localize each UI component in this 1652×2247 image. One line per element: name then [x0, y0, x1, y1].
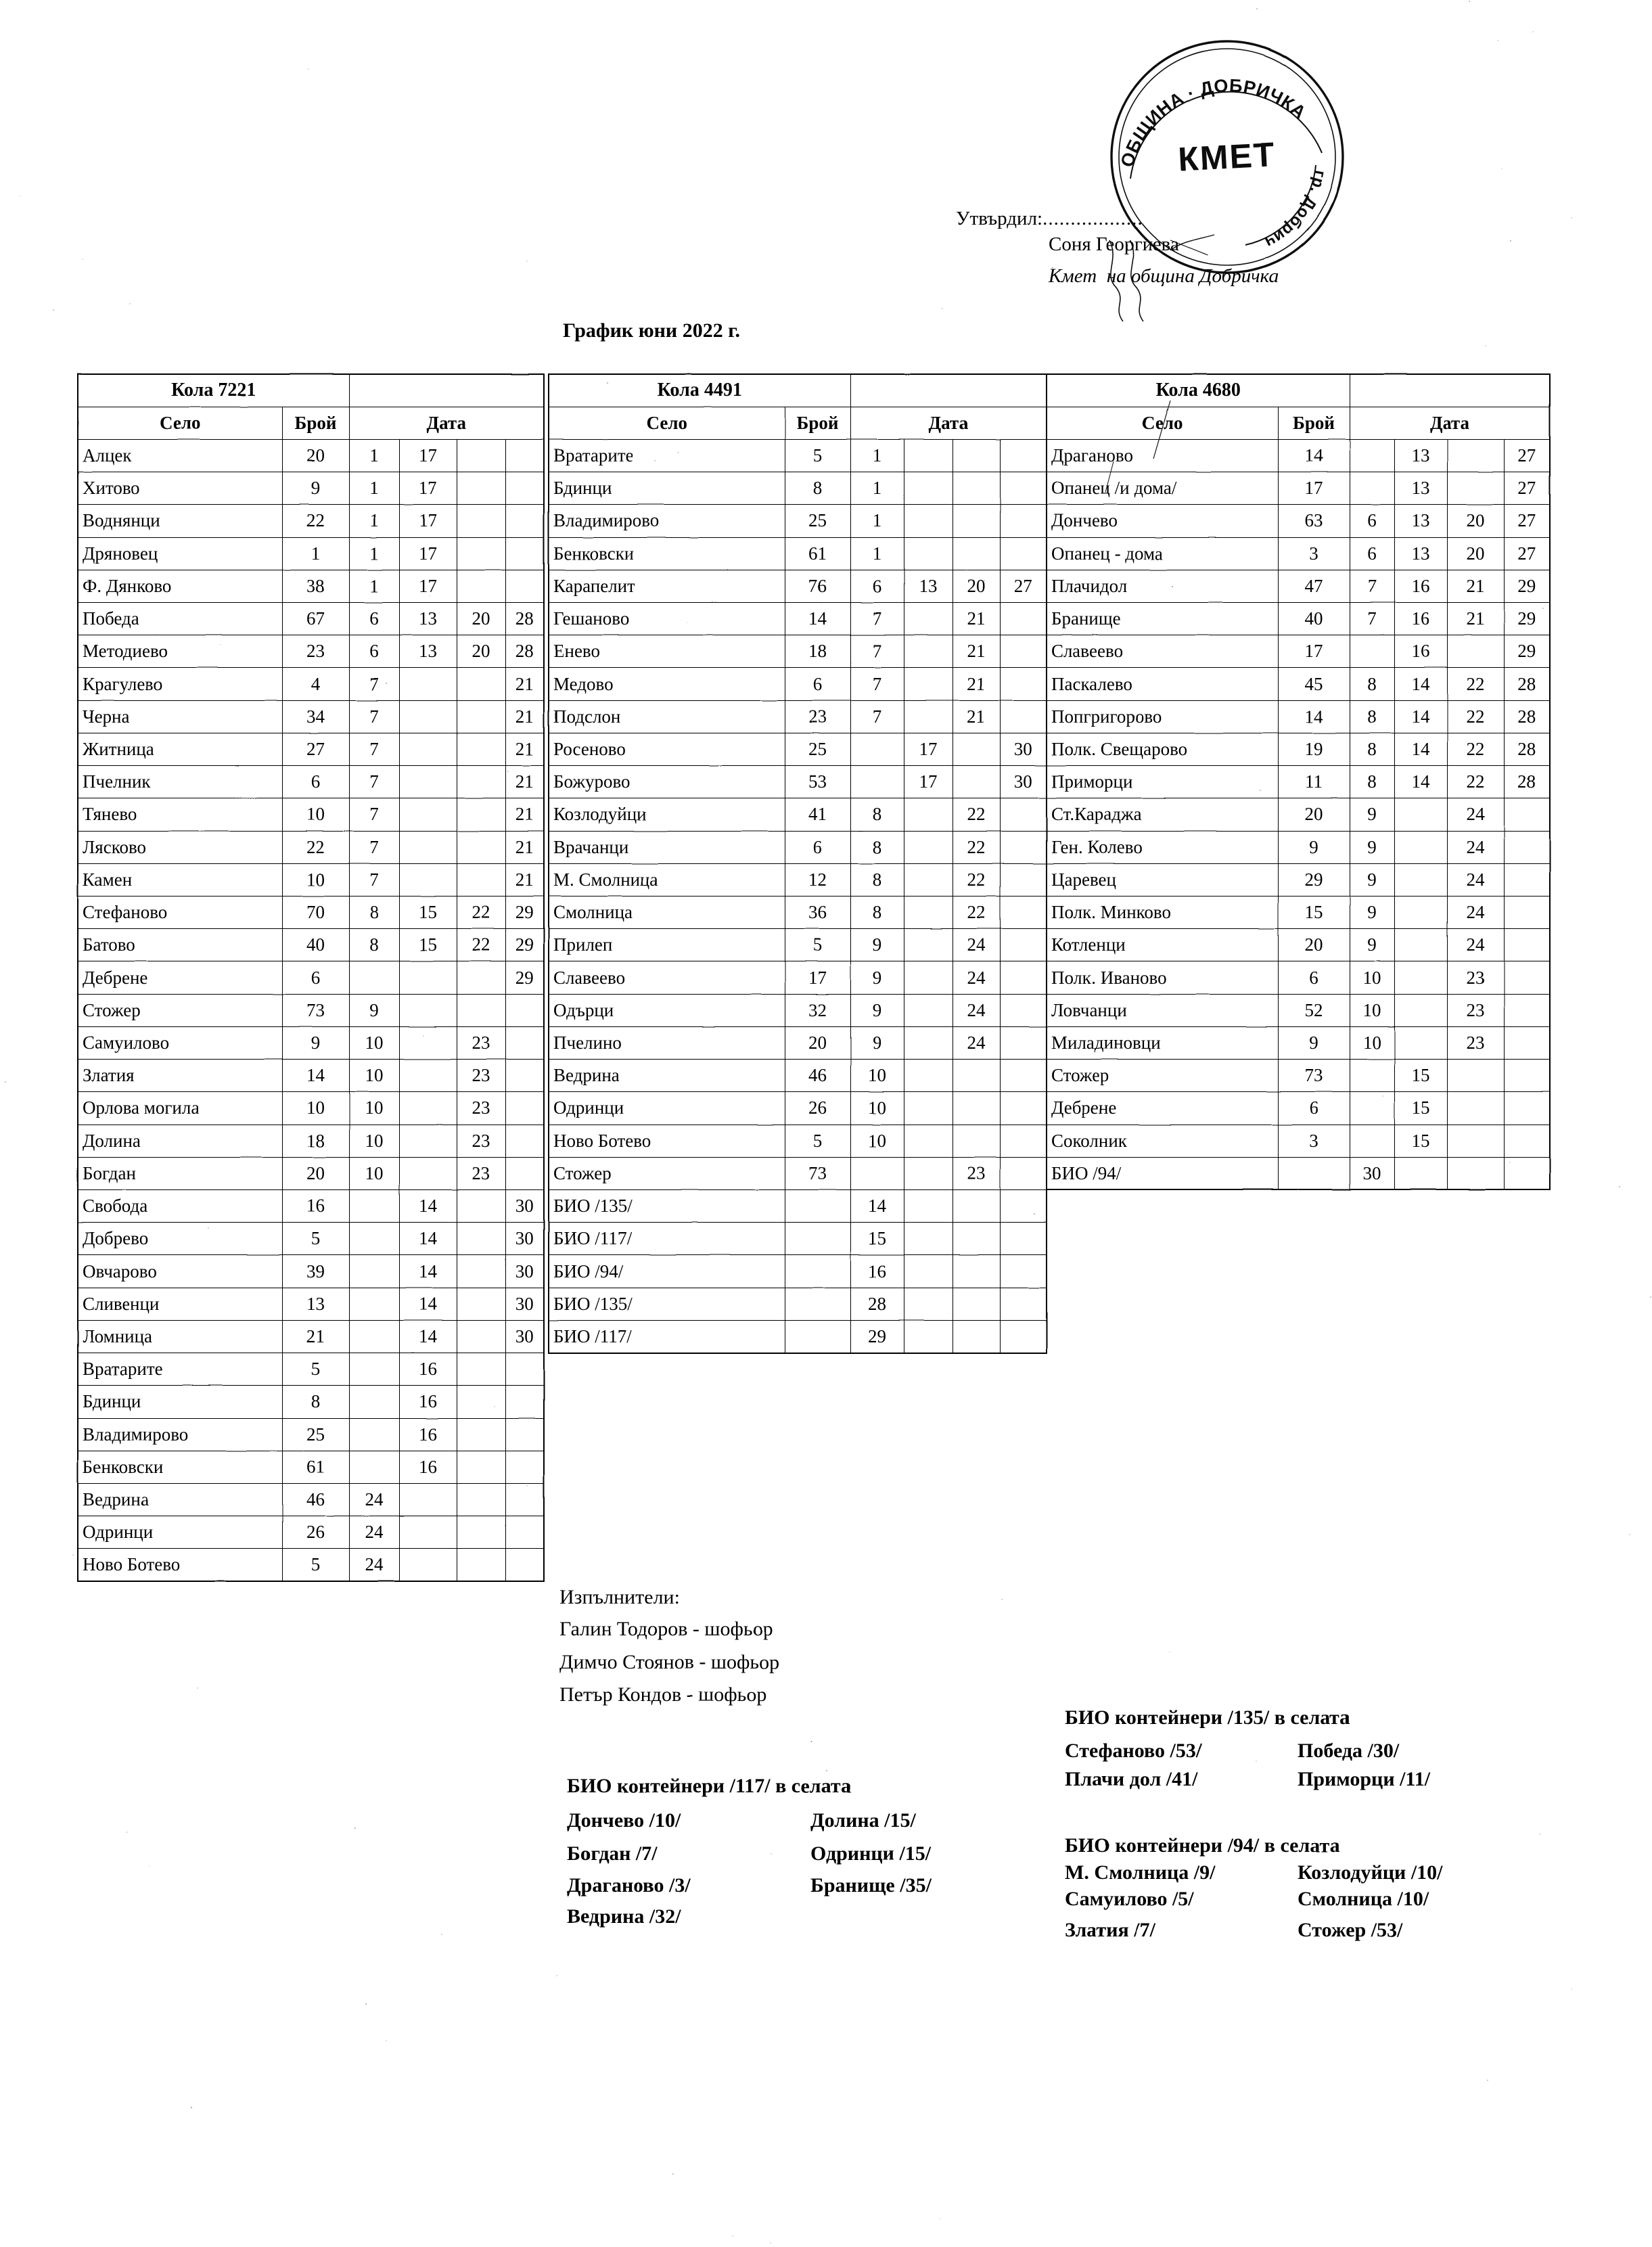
svg-text:КМЕТ: КМЕТ	[1177, 135, 1277, 178]
svg-text:гр. Добрич: гр. Добрич	[1262, 169, 1329, 252]
